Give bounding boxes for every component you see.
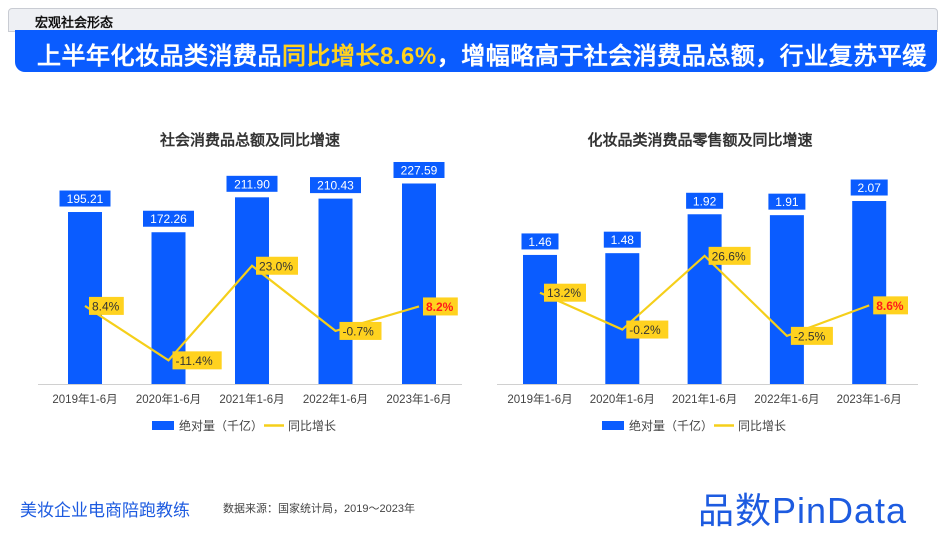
line-label-bg: [873, 296, 908, 315]
section-tab: 宏观社会形态: [8, 8, 938, 32]
legend-bar-label: 绝对量（千亿）: [629, 418, 713, 433]
line-label-bg: [256, 256, 298, 275]
bar-label: 211.90: [234, 177, 270, 191]
x-tick-label: 2020年1-6月: [590, 392, 655, 406]
line-label: 8.4%: [92, 299, 120, 313]
bar-label-bg: [392, 160, 446, 179]
line-label-bg: [790, 326, 833, 345]
line-label: -2.5%: [794, 329, 826, 343]
bar-label-bg: [225, 174, 279, 193]
x-tick-label: 2019年1-6月: [52, 392, 117, 406]
bar: [235, 197, 269, 384]
x-tick-label: 2020年1-6月: [136, 392, 201, 406]
bar-label-bg: [520, 232, 560, 251]
line-label: 8.2%: [426, 300, 454, 314]
bar-label-bg: [309, 176, 362, 195]
x-tick-label: 2021年1-6月: [672, 392, 737, 406]
title-bar: 上半年化妆品类消费品同比增长8.6%，增幅略高于社会消费品总额，行业复苏平缓: [15, 30, 937, 72]
bar: [318, 198, 353, 384]
line-label: 8.6%: [876, 299, 904, 313]
bar-label: 1.92: [693, 194, 717, 208]
bar-label: 1.48: [611, 233, 635, 247]
legend-bar-swatch: [602, 421, 624, 430]
bar-label-bg: [58, 189, 112, 208]
bar-label: 195.21: [67, 192, 104, 206]
legend-line-label: 同比增长: [738, 419, 786, 433]
growth-line: [539, 254, 870, 338]
chart-title: 社会消费品总额及同比增速: [159, 131, 340, 149]
line-label-bg: [626, 320, 669, 339]
bar-label-bg: [142, 209, 195, 228]
legend-bar-label: 绝对量（千亿）: [179, 418, 263, 433]
bar-label-bg: [685, 191, 725, 210]
legend-bar-swatch: [152, 421, 174, 430]
x-tick-label: 2023年1-6月: [386, 392, 451, 406]
title-pre: 上半年化妆品类消费品: [37, 43, 282, 70]
line-label: -0.7%: [343, 324, 375, 338]
line-label-bg: [708, 246, 751, 265]
bar-label: 172.26: [150, 212, 187, 226]
title-highlight: 同比增长8.6%: [282, 43, 437, 70]
bar: [769, 215, 804, 384]
chart-title: 化妆品类消费品零售额及同比增速: [587, 131, 812, 149]
line-label-bg: [339, 321, 382, 340]
bar-label-bg: [849, 178, 889, 197]
bar-label: 1.91: [775, 195, 799, 209]
line-label: 13.2%: [547, 286, 581, 300]
page-title: 上半年化妆品类消费品同比增长8.6%，增幅略高于社会消费品总额，行业复苏平缓: [37, 36, 927, 71]
section-label: 宏观社会形态: [35, 15, 114, 30]
data-source: 数据来源：国家统计局，2019～2023年: [223, 503, 415, 515]
bar-label-bg: [767, 192, 807, 211]
header-banner: 宏观社会形态 上半年化妆品类消费品同比增长8.6%，增幅略高于社会消费品总额，行…: [8, 8, 938, 72]
pindata-logo: 品数PinData: [698, 490, 908, 531]
x-tick-label: 2021年1-6月: [219, 392, 284, 406]
x-tick-label: 2022年1-6月: [754, 392, 819, 406]
line-label: 26.6%: [712, 249, 746, 263]
line-label: -11.4%: [176, 354, 213, 368]
x-tick-label: 2023年1-6月: [837, 392, 902, 406]
brand-text: 美妆企业电商陪跑教练: [20, 501, 190, 520]
x-tick-label: 2022年1-6月: [303, 392, 368, 406]
legend-line-label: 同比增长: [288, 419, 336, 433]
x-tick-label: 2019年1-6月: [507, 392, 572, 406]
bar: [687, 214, 722, 384]
bar-label: 210.43: [317, 179, 354, 193]
bar-label: 1.46: [528, 235, 552, 249]
bar: [523, 254, 557, 384]
line-label: 23.0%: [259, 259, 293, 273]
bar: [402, 183, 436, 384]
bar-label: 227.59: [401, 163, 438, 177]
line-label-bg: [89, 296, 124, 315]
bar: [852, 201, 887, 384]
line-label-bg: [172, 351, 222, 370]
line-label: -0.2%: [629, 323, 661, 337]
title-post: ，增幅略高于社会消费品总额，行业复苏平缓: [436, 43, 927, 70]
line-label-bg: [544, 283, 586, 302]
bar-label-bg: [602, 230, 642, 249]
bar-label: 2.07: [858, 181, 882, 195]
line-label-bg: [423, 297, 458, 316]
